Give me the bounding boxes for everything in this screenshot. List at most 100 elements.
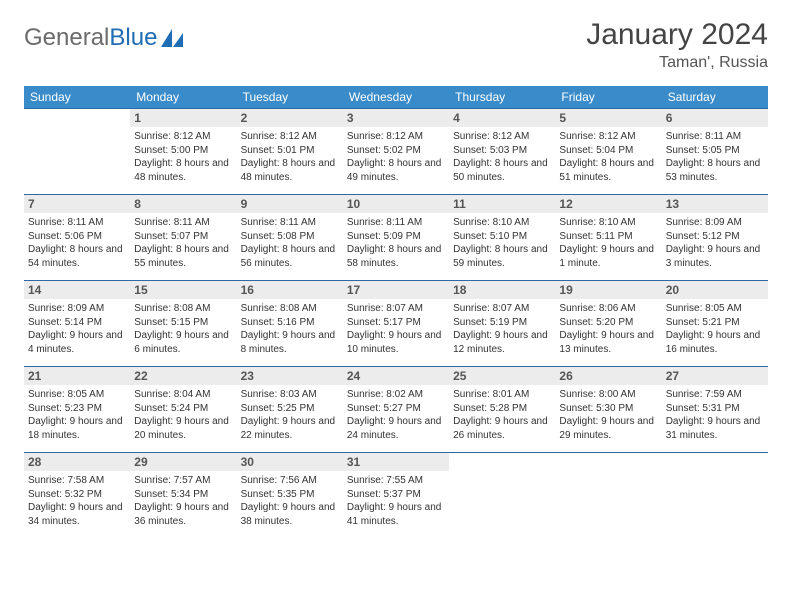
day-number: 26 [555, 367, 661, 385]
day-info: Sunrise: 8:05 AMSunset: 5:23 PMDaylight:… [28, 388, 126, 442]
sunrise-text: Sunrise: 7:57 AM [134, 474, 232, 488]
sunrise-text: Sunrise: 8:11 AM [241, 216, 339, 230]
sunset-text: Sunset: 5:21 PM [666, 316, 764, 330]
sunrise-text: Sunrise: 8:04 AM [134, 388, 232, 402]
dow-sunday: Sunday [24, 86, 130, 109]
sunset-text: Sunset: 5:16 PM [241, 316, 339, 330]
daylight-text: Daylight: 9 hours and 6 minutes. [134, 329, 232, 356]
week-row: 21Sunrise: 8:05 AMSunset: 5:23 PMDayligh… [24, 367, 768, 453]
day-info: Sunrise: 8:11 AMSunset: 5:07 PMDaylight:… [134, 216, 232, 270]
logo-text-general: General [24, 24, 109, 51]
day-cell: 2Sunrise: 8:12 AMSunset: 5:01 PMDaylight… [237, 109, 343, 195]
sunset-text: Sunset: 5:28 PM [453, 402, 551, 416]
day-number: 17 [343, 281, 449, 299]
day-number: 16 [237, 281, 343, 299]
week-row: 14Sunrise: 8:09 AMSunset: 5:14 PMDayligh… [24, 281, 768, 367]
day-number: 20 [662, 281, 768, 299]
daylight-text: Daylight: 8 hours and 56 minutes. [241, 243, 339, 270]
day-number: 15 [130, 281, 236, 299]
day-number: 3 [343, 109, 449, 127]
day-number: 31 [343, 453, 449, 471]
daylight-text: Daylight: 9 hours and 3 minutes. [666, 243, 764, 270]
day-number: 11 [449, 195, 555, 213]
daylight-text: Daylight: 8 hours and 59 minutes. [453, 243, 551, 270]
sunset-text: Sunset: 5:17 PM [347, 316, 445, 330]
week-row: 1 Sunrise: 8:12 AM Sunset: 5:00 PM Daylight… [24, 109, 768, 195]
day-cell: 17Sunrise: 8:07 AMSunset: 5:17 PMDayligh… [343, 281, 449, 367]
daylight-text: Daylight: 8 hours and 55 minutes. [134, 243, 232, 270]
day-number: 27 [662, 367, 768, 385]
sunset-text: Sunset: 5:30 PM [559, 402, 657, 416]
day-info: Sunrise: 7:55 AMSunset: 5:37 PMDaylight:… [347, 474, 445, 528]
day-cell: 9Sunrise: 8:11 AMSunset: 5:08 PMDaylight… [237, 195, 343, 281]
day-number: 8 [130, 195, 236, 213]
sunset-text: Sunset: 5:10 PM [453, 230, 551, 244]
sunrise-text: Sunrise: 8:08 AM [241, 302, 339, 316]
day-cell: 18Sunrise: 8:07 AMSunset: 5:19 PMDayligh… [449, 281, 555, 367]
daylight-text: Daylight: 8 hours and 53 minutes. [666, 157, 764, 184]
day-number: 6 [662, 109, 768, 127]
header: GeneralBlue January 2024 Taman', Russia [24, 18, 768, 72]
week-row: 7Sunrise: 8:11 AMSunset: 5:06 PMDaylight… [24, 195, 768, 281]
sunrise-text: Sunrise: 8:01 AM [453, 388, 551, 402]
sunset-text: Sunset: 5:19 PM [453, 316, 551, 330]
day-cell: 22Sunrise: 8:04 AMSunset: 5:24 PMDayligh… [130, 367, 236, 453]
day-info: Sunrise: 8:03 AMSunset: 5:25 PMDaylight:… [241, 388, 339, 442]
sunset-text: Sunset: 5:06 PM [28, 230, 126, 244]
day-info: Sunrise: 8:11 AMSunset: 5:09 PMDaylight:… [347, 216, 445, 270]
week-row: 28 Sunrise: 7:58 AMSunset: 5:32 PMDayligh… [24, 453, 768, 539]
sunrise-text: Sunrise: 8:12 AM [453, 130, 551, 144]
day-number: 1 [130, 109, 236, 127]
sunrise-text: Sunrise: 8:02 AM [347, 388, 445, 402]
day-cell: 26 Sunrise: 8:00 AMSunset: 5:30 PMDayligh… [555, 367, 661, 453]
day-info: Sunrise: 8:08 AMSunset: 5:16 PMDaylight:… [241, 302, 339, 356]
daylight-text: Daylight: 8 hours and 54 minutes. [28, 243, 126, 270]
title-block: January 2024 Taman', Russia [586, 18, 768, 72]
dow-tuesday: Tuesday [237, 86, 343, 109]
sunrise-text: Sunrise: 8:07 AM [453, 302, 551, 316]
day-number: 12 [555, 195, 661, 213]
day-info: Sunrise: 8:00 AMSunset: 5:30 PMDaylight:… [559, 388, 657, 442]
sunset-text: Sunset: 5:35 PM [241, 488, 339, 502]
sunset-text: Sunset: 5:31 PM [666, 402, 764, 416]
sunset-text: Sunset: 5:00 PM [134, 144, 232, 158]
day-number: 22 [130, 367, 236, 385]
daylight-text: Daylight: 9 hours and 4 minutes. [28, 329, 126, 356]
sunrise-text: Sunrise: 7:56 AM [241, 474, 339, 488]
daylight-text: Daylight: 9 hours and 31 minutes. [666, 415, 764, 442]
day-number: 9 [237, 195, 343, 213]
day-number: 5 [555, 109, 661, 127]
day-info: Sunrise: 8:10 AMSunset: 5:11 PMDaylight:… [559, 216, 657, 270]
day-info: Sunrise: 7:58 AMSunset: 5:32 PMDaylight:… [28, 474, 126, 528]
day-info: Sunrise: 8:11 AMSunset: 5:05 PMDaylight:… [666, 130, 764, 184]
sunset-text: Sunset: 5:14 PM [28, 316, 126, 330]
day-cell: 4Sunrise: 8:12 AMSunset: 5:03 PMDaylight… [449, 109, 555, 195]
day-info: Sunrise: 8:12 AMSunset: 5:03 PMDaylight:… [453, 130, 551, 184]
daylight-text: Daylight: 9 hours and 36 minutes. [134, 501, 232, 528]
day-number: 28 [24, 453, 130, 471]
day-cell [449, 453, 555, 539]
sunrise-text: Sunrise: 8:09 AM [28, 302, 126, 316]
day-of-week-row: Sunday Monday Tuesday Wednesday Thursday… [24, 86, 768, 109]
day-cell [662, 453, 768, 539]
day-number: 13 [662, 195, 768, 213]
sunset-text: Sunset: 5:09 PM [347, 230, 445, 244]
logo: GeneralBlue [24, 24, 183, 52]
day-cell: 25Sunrise: 8:01 AMSunset: 5:28 PMDayligh… [449, 367, 555, 453]
daylight-text: Daylight: 8 hours and 51 minutes. [559, 157, 657, 184]
sunset-text: Sunset: 5:07 PM [134, 230, 232, 244]
sunrise-text: Sunrise: 8:07 AM [347, 302, 445, 316]
sunrise-text: Sunrise: 8:12 AM [559, 130, 657, 144]
sunset-text: Sunset: 5:37 PM [347, 488, 445, 502]
sunrise-text: Sunrise: 8:06 AM [559, 302, 657, 316]
day-cell: 16 Sunrise: 8:08 AMSunset: 5:16 PMDayligh… [237, 281, 343, 367]
logo-text: GeneralBlue [24, 24, 157, 52]
dow-friday: Friday [555, 86, 661, 109]
day-cell: 19Sunrise: 8:06 AMSunset: 5:20 PMDayligh… [555, 281, 661, 367]
sunset-text: Sunset: 5:02 PM [347, 144, 445, 158]
day-cell: 28 Sunrise: 7:58 AMSunset: 5:32 PMDayligh… [24, 453, 130, 539]
sunset-text: Sunset: 5:05 PM [666, 144, 764, 158]
day-number: 30 [237, 453, 343, 471]
day-info: Sunrise: 8:11 AMSunset: 5:06 PMDaylight:… [28, 216, 126, 270]
daylight-text: Daylight: 8 hours and 49 minutes. [347, 157, 445, 184]
